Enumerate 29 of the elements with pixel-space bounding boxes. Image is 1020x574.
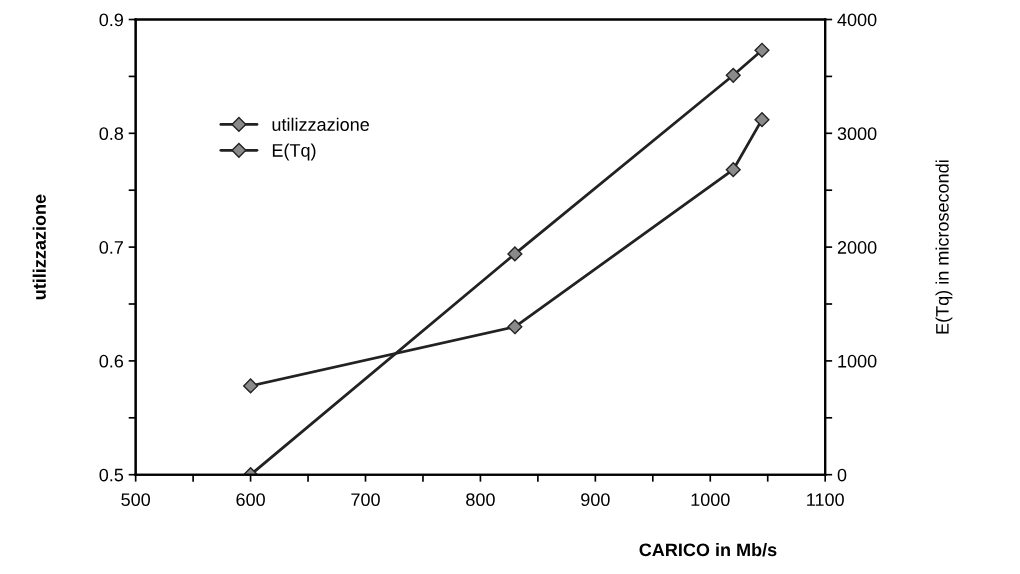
y-axis-title: utilizzazione — [32, 194, 46, 300]
x-axis-title: CARICO in Mb/s — [639, 542, 777, 557]
point — [725, 162, 741, 178]
point — [725, 67, 741, 83]
legend-label: utilizzazione — [272, 117, 369, 131]
x-tick-label: 800 — [466, 493, 495, 507]
y2-tick-label: 2000 — [837, 241, 877, 254]
x-tick-label: 500 — [121, 493, 151, 507]
point — [507, 246, 523, 262]
y-tick-label: 0.6 — [99, 354, 124, 368]
y-tick-label: 0.5 — [99, 468, 124, 482]
point — [507, 319, 523, 335]
y2-tick-label: 4000 — [837, 13, 877, 27]
y2-tick-label: 0 — [837, 468, 847, 482]
x-tick-label: 1000 — [691, 493, 730, 507]
point — [754, 112, 770, 128]
y2-tick-label: 3000 — [837, 127, 877, 141]
x-tick-label: 600 — [236, 493, 265, 507]
y-tick-label: 0.7 — [99, 241, 123, 254]
legend-label: E(Tq) — [272, 143, 316, 161]
y-tick-label: 0.8 — [99, 127, 124, 141]
x-tick-label: 1100 — [807, 493, 844, 507]
point — [243, 378, 259, 394]
point — [754, 42, 770, 58]
y2-tick-label: 1000 — [838, 354, 877, 368]
x-tick-label: 900 — [581, 493, 610, 507]
x-tick-label: 700 — [351, 493, 380, 507]
y2-axis-title: E(Tq) in microsecondi — [935, 160, 953, 334]
y-tick-label: 0.9 — [99, 13, 123, 27]
